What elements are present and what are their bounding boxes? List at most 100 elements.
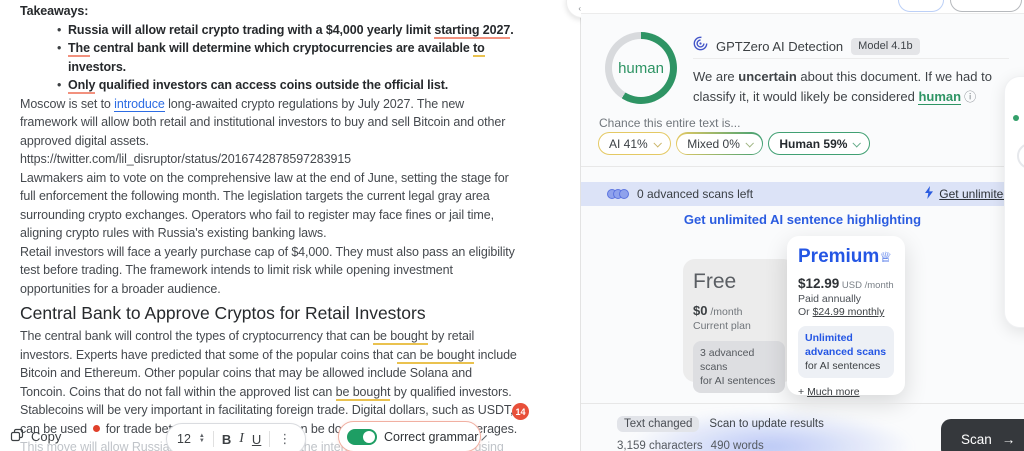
text-segment: https://twitter.com/lil_disruptor/status… [20, 152, 352, 166]
chip-human-label: Human 59% [779, 136, 848, 151]
editor-paragraph[interactable]: • Only qualified investors can access coi… [20, 76, 520, 95]
italic-button[interactable]: I [239, 431, 244, 446]
text-segment: central bank will determine which crypto… [89, 41, 474, 55]
chance-label: Chance this entire text is... [599, 116, 741, 130]
grammar-toggle[interactable] [347, 428, 377, 445]
char-count: 3,159 characters [617, 440, 703, 451]
text-segment: The central bank will control the types … [20, 329, 374, 343]
text-segment: Lawmakers aim to vote on the comprehensi… [20, 170, 509, 241]
current-plan-label: Current plan [693, 320, 751, 332]
verdict-text: We are uncertain about this document. If… [693, 67, 1015, 107]
copy-icon [10, 428, 24, 445]
premium-monthly-option: Or $24.99 monthly [798, 306, 885, 318]
copy-label: Copy [31, 429, 62, 444]
editor-paragraph[interactable]: Moscow is set to introduce long-awaited … [20, 95, 520, 151]
chip-mixed-label: Mixed 0% [687, 136, 740, 151]
arrow-right-icon: → [1001, 431, 1016, 447]
text-segment: . [510, 22, 514, 37]
bullet-marker: • [57, 22, 62, 37]
underlined-suggestion: to [473, 41, 485, 57]
editor-paragraph[interactable]: • The central bank will determine which c… [20, 39, 520, 76]
grammar-label: Correct grammar [384, 429, 479, 444]
chip-human[interactable]: Human 59% [768, 132, 871, 155]
monthly-price-link[interactable]: $24.99 monthly [812, 306, 885, 318]
text-segment: qualified investors can access coins out… [95, 78, 449, 92]
editor-paragraph[interactable]: https://twitter.com/lil_disruptor/status… [20, 150, 520, 169]
font-size-value[interactable]: 12 [177, 432, 191, 446]
text-segment: long-awaited crypto regulations by July … [20, 96, 506, 148]
much-more-row: + Much more [798, 386, 860, 398]
top-action-pill-left[interactable] [898, 0, 944, 12]
panel-divider [580, 0, 581, 451]
verdict-part: about this document. If we had to classi… [693, 69, 992, 104]
free-plan-name: Free [693, 270, 737, 293]
free-plan-card: Free $0 /month Current plan 3 advanced s… [683, 259, 795, 393]
underlined-suggestion: can be bought [396, 347, 475, 364]
scan-footer: Text changed Scan to update results 3,15… [581, 404, 1024, 451]
grammar-issue-dot [93, 425, 101, 433]
kebab-menu-icon[interactable]: ⋮ [278, 431, 292, 446]
chip-mixed[interactable]: Mixed 0% [677, 133, 762, 154]
probability-chips: AI 41% Mixed 0% Human 59% [598, 132, 871, 155]
editor-paragraph[interactable]: Takeaways: [20, 2, 520, 21]
text-segment: investors. [68, 59, 127, 74]
top-action-pill-right[interactable] [950, 0, 1022, 12]
crown-icon: ♕ [879, 249, 892, 265]
chevron-down-icon [653, 138, 662, 148]
text-segment: by retail investors. Experts have predic… [20, 329, 475, 362]
text-segment: by qualified investors. Stablecoins will… [20, 384, 514, 436]
corrections-count-badge[interactable]: 14 [512, 403, 529, 420]
editor-paragraph[interactable]: Lawmakers aim to vote on the comprehensi… [20, 169, 520, 243]
editor-heading[interactable]: Central Bank to Approve Cryptos for Reta… [20, 300, 520, 326]
underlined-suggestion: be bought [335, 384, 391, 401]
chip-ai[interactable]: AI 41% [598, 132, 671, 155]
detection-gauge: human [605, 32, 677, 104]
scan-button[interactable]: Scan → [941, 419, 1024, 451]
floating-side-widget[interactable] [1004, 76, 1024, 328]
gptzero-logo-icon [693, 36, 708, 56]
text-segment: Russia will allow retail crypto trading … [68, 22, 435, 37]
get-unlimited-link[interactable]: Get unlimited [939, 187, 1010, 201]
editor-content[interactable]: Takeaways: • Russia will allow retail cryp… [20, 2, 520, 451]
scan-label: Scan [961, 431, 992, 447]
text-segment: Retail investors will face a yearly purc… [20, 244, 515, 296]
unlimited-highlighting-link[interactable]: Get unlimited AI sentence highlighting [683, 212, 922, 227]
free-plan-price: $0 /month [693, 303, 743, 318]
chip-mixed-border[interactable]: Mixed 0% [675, 132, 764, 155]
underline-button[interactable]: U [251, 431, 262, 447]
document-counts: 3,159 characters 490 words [617, 440, 764, 451]
inline-link: introduce [114, 96, 165, 112]
scan-hint: Scan to update results [709, 418, 824, 430]
chip-ai-label: AI 41% [609, 136, 648, 151]
info-icon[interactable]: ⓘ [964, 90, 977, 104]
editor-paragraph[interactable]: Retail investors will face a yearly purc… [20, 243, 520, 299]
much-more-link[interactable]: Much more [807, 386, 860, 398]
font-size-stepper-icon[interactable]: ▲ ▼ [198, 433, 205, 444]
premium-billing: Paid annually [798, 293, 862, 305]
format-toolbar: 12 ▲ ▼ B I U ⋮ [166, 423, 306, 451]
chevron-down-icon [745, 138, 754, 148]
text-segment: include Bitcoin and Ethereum. Other popu… [20, 347, 517, 399]
toolbar-divider [269, 431, 271, 447]
toolbar-divider [212, 431, 214, 447]
bold-button[interactable]: B [221, 431, 232, 447]
editor-paragraph[interactable]: • Russia will allow retail crypto trading… [20, 21, 520, 40]
scans-banner: 0 advanced scans left Get unlimited [581, 182, 1024, 206]
copy-button[interactable]: Copy [10, 428, 61, 445]
section-divider [581, 166, 1024, 167]
premium-plan-name: Premium♕ [798, 246, 892, 267]
text-segment: Takeaways: [20, 4, 89, 18]
free-plan-feature: 3 advanced scans for AI sentences [693, 341, 785, 393]
correct-grammar-control[interactable]: Correct grammar [338, 421, 488, 451]
widget-circle-icon [1017, 143, 1024, 169]
toggle-knob [363, 430, 375, 443]
footer-divider [581, 403, 1024, 404]
underlined-suggestion: Only [68, 78, 96, 94]
verdict-part: We are [693, 69, 739, 84]
status-dot [1013, 115, 1019, 121]
gptzero-panel: human GPTZero AI Detection Model 4.1b We… [581, 0, 1024, 451]
word-count: 490 words [710, 440, 764, 451]
text-changed-badge: Text changed [617, 416, 700, 432]
chevron-down-icon [852, 138, 862, 148]
lightning-icon [924, 186, 934, 202]
